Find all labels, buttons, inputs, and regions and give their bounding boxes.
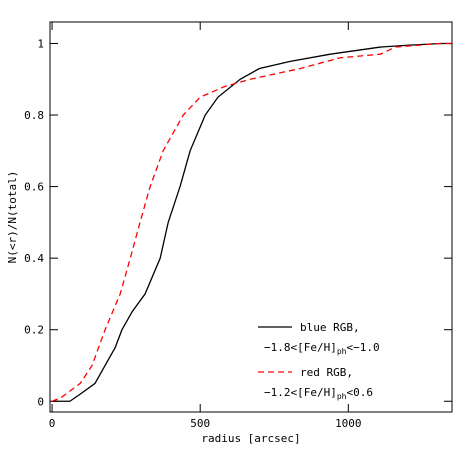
y-tick-label: 1 <box>37 37 44 50</box>
x-tick-label: 0 <box>49 417 56 430</box>
legend-label-part: −1.8<[Fe/H] <box>264 341 337 354</box>
data-line <box>51 42 452 402</box>
legend-label: red RGB, <box>300 366 353 379</box>
legend-label-part: <0.6 <box>347 386 374 399</box>
y-axis-label: N(<r)/N(total) <box>6 171 19 264</box>
y-tick-label: 0 <box>37 395 44 408</box>
x-tick-label: 500 <box>190 417 210 430</box>
x-axis-label: radius [arcsec] <box>201 432 300 445</box>
legend-label-part: −1.2<[Fe/H] <box>264 386 337 399</box>
legend-label-part: ph <box>337 347 347 356</box>
y-tick-label: 0.4 <box>24 252 44 265</box>
legend-label-part: <−1.0 <box>347 341 380 354</box>
legend-label: blue RGB, <box>300 321 360 334</box>
y-tick-label: 0.8 <box>24 109 44 122</box>
legend-label-part: ph <box>337 392 347 401</box>
x-tick-label: 1000 <box>335 417 362 430</box>
y-tick-label: 0.6 <box>24 181 44 194</box>
data-line <box>52 42 452 402</box>
legend-label-condition: −1.8<[Fe/H]ph<−1.0 <box>264 341 380 356</box>
y-tick-label: 0.2 <box>24 324 44 337</box>
plot-frame <box>49 21 453 413</box>
legend-label-condition: −1.2<[Fe/H]ph<0.6 <box>264 386 373 401</box>
